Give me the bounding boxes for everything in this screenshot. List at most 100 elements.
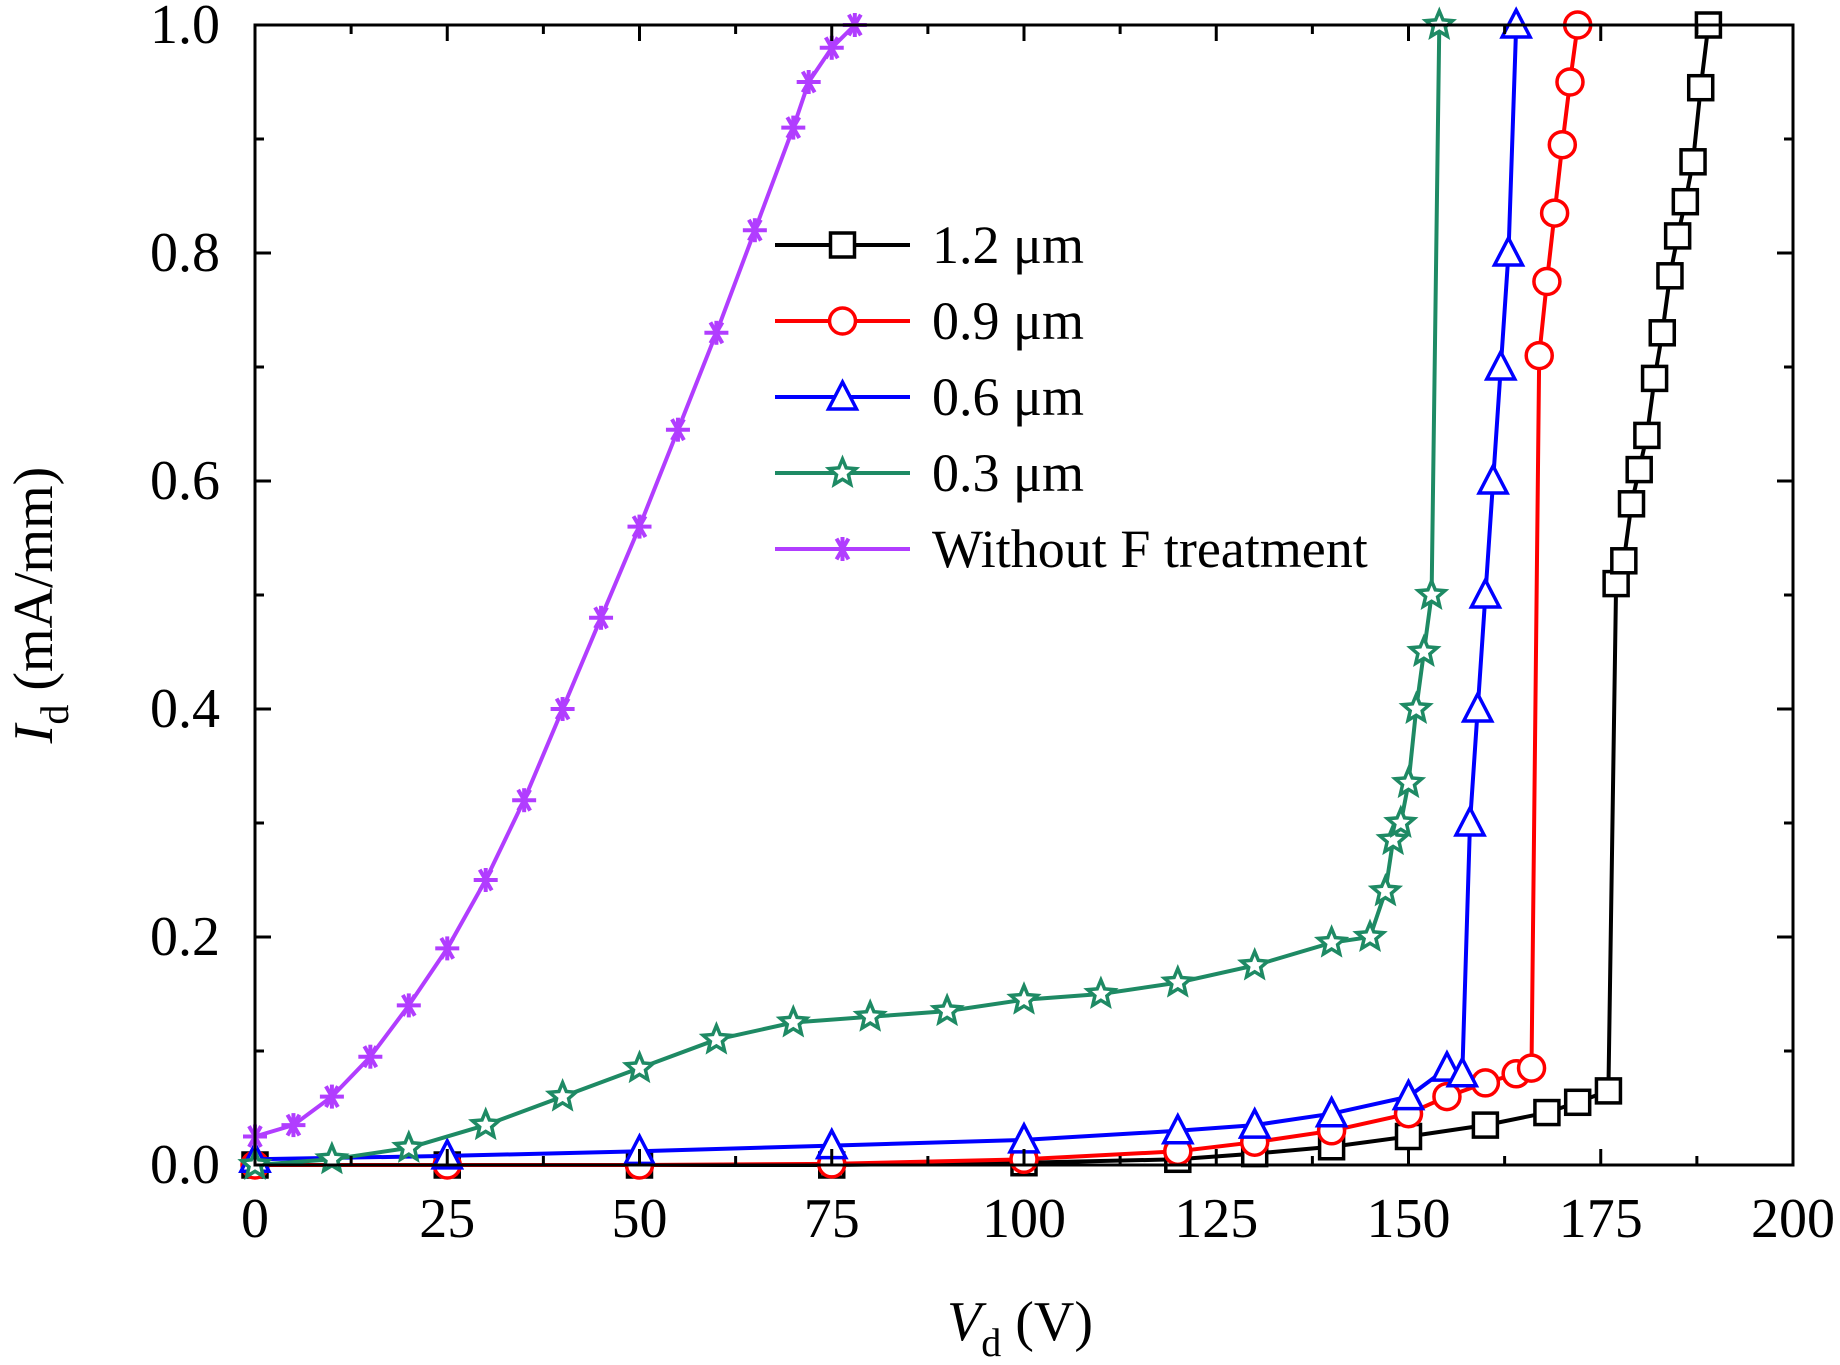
data-point [391, 1129, 427, 1163]
legend-entry: Without F treatment [775, 519, 1368, 579]
data-point [1413, 576, 1450, 610]
data-point [1633, 421, 1661, 450]
series-4 [243, 13, 867, 1149]
data-point [1313, 924, 1350, 958]
y-tick-label: 1.0 [150, 0, 220, 56]
series-line [255, 24, 1580, 1167]
data-point [1406, 633, 1442, 667]
legend-marker [827, 306, 858, 336]
data-point [775, 1003, 811, 1038]
x-tick-label: 100 [982, 1188, 1066, 1250]
data-point [1432, 1081, 1462, 1112]
data-point [1390, 764, 1427, 799]
series-line [254, 24, 1519, 1162]
series-1 [240, 10, 1593, 1180]
data-point [468, 1106, 504, 1141]
x-tick-label: 150 [1367, 1188, 1451, 1250]
data-point [1532, 266, 1562, 297]
series-3 [237, 6, 1457, 1180]
data-point [1617, 490, 1646, 518]
data-point [1468, 576, 1503, 609]
data-point [1375, 821, 1411, 856]
data-point [852, 998, 888, 1032]
legend-entry: 1.2 μm [775, 215, 1084, 275]
data-point [1648, 319, 1677, 347]
data-point [1640, 364, 1669, 393]
legend-label: 0.9 μm [932, 291, 1084, 351]
series-0 [241, 11, 1723, 1179]
data-point [1460, 690, 1495, 723]
legend-label: 0.3 μm [932, 443, 1084, 503]
series-2 [238, 6, 1534, 1174]
y-axis-title: Id (mA/mm) [3, 467, 77, 745]
data-point [1563, 1088, 1592, 1117]
data-point [1476, 462, 1510, 495]
legend-marker [828, 231, 857, 259]
y-tick-label: 0.2 [150, 906, 220, 968]
data-point [1314, 1094, 1349, 1128]
x-tick-label: 25 [419, 1188, 475, 1250]
data-point [1524, 340, 1554, 371]
data-point [1539, 198, 1570, 228]
data-point [1445, 1054, 1480, 1088]
legend-label: 1.2 μm [932, 215, 1084, 275]
series-line [254, 24, 1442, 1167]
data-point [1237, 1106, 1272, 1139]
x-tick-label: 50 [612, 1188, 668, 1250]
data-point [1686, 73, 1715, 102]
data-point [544, 1078, 581, 1112]
data-point [1367, 872, 1404, 907]
data-point [621, 1049, 658, 1084]
legend-marker [824, 454, 861, 488]
x-axis-title: Vd (V) [947, 1291, 1093, 1365]
data-point [1483, 348, 1518, 381]
axes: 0 25 50 75 100 125 150 175 200 0.0 0.2 0.4 0.6 0.8 1.0 [150, 0, 1835, 1250]
x-tick-label: 75 [804, 1188, 860, 1250]
y-tick-label: 0.4 [150, 678, 220, 740]
plot-frame [253, 23, 1795, 1167]
x-tick-label: 200 [1751, 1188, 1835, 1250]
data-point [1160, 1111, 1195, 1145]
y-tick-label: 0.0 [150, 1134, 220, 1196]
data-point [929, 992, 965, 1027]
y-tick-label: 0.8 [150, 222, 220, 284]
data-point [1679, 148, 1707, 176]
data-point [1471, 1111, 1500, 1139]
data-point [1656, 262, 1684, 290]
data-point [1516, 1053, 1547, 1083]
data-point [1083, 975, 1119, 1009]
data-point [1006, 981, 1042, 1015]
data-point [1594, 1077, 1623, 1105]
plot-area [237, 6, 1723, 1180]
legend-label: 0.6 μm [932, 367, 1084, 427]
data-point [1352, 918, 1388, 953]
legend-entry: 0.9 μm [775, 291, 1084, 351]
data-point [1453, 804, 1487, 837]
data-point [1383, 804, 1419, 838]
data-point [1533, 1098, 1561, 1127]
series-line [254, 23, 857, 1139]
data-point [1555, 67, 1585, 97]
legend: 1.2 μm 0.9 μm 0.6 μm 0.3 μm Without F treatm… [775, 215, 1368, 579]
data-point [1602, 569, 1630, 598]
x-tick-label: 125 [1174, 1188, 1258, 1250]
data-point [1160, 964, 1196, 998]
data-point [1391, 1077, 1426, 1111]
data-point [1547, 129, 1578, 160]
data-point [1398, 690, 1434, 724]
legend-label: Without F treatment [932, 519, 1368, 579]
legend-entry: 0.6 μm [775, 367, 1084, 427]
x-tick-label: 0 [241, 1188, 269, 1250]
legend-marker [825, 378, 860, 411]
y-tick-label: 0.6 [150, 450, 220, 512]
data-point [1237, 946, 1273, 981]
data-point [1671, 187, 1700, 216]
data-point [1625, 455, 1653, 484]
x-tick-label: 175 [1559, 1188, 1643, 1250]
legend-entry: 0.3 μm [775, 443, 1084, 503]
data-point [698, 1021, 735, 1055]
data-point [1663, 222, 1692, 250]
data-point [1491, 234, 1526, 267]
data-point [1610, 547, 1638, 575]
